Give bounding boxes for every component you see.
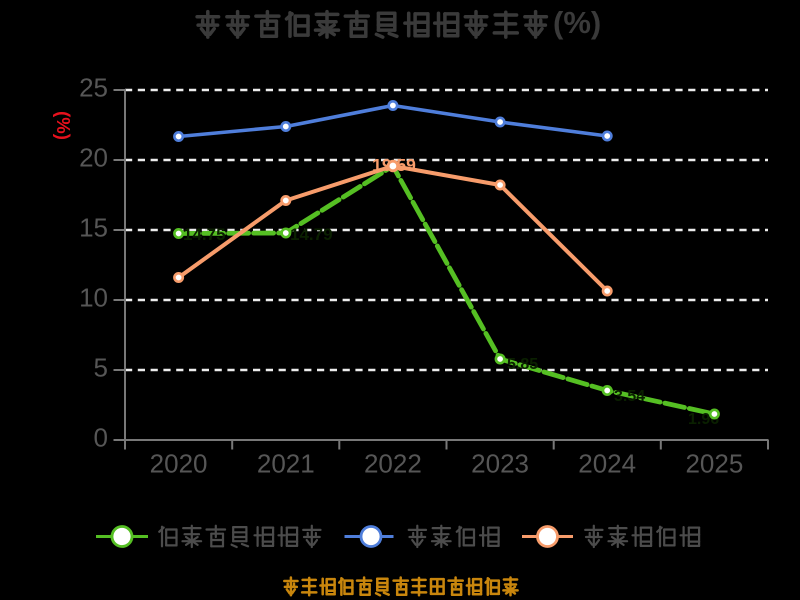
svg-text:20: 20 [79, 143, 108, 173]
svg-text:2020: 2020 [150, 449, 208, 479]
svg-text:25: 25 [79, 73, 108, 103]
svg-text:5.85: 5.85 [507, 356, 538, 373]
svg-text:10: 10 [79, 283, 108, 313]
svg-text:3.54: 3.54 [614, 388, 645, 405]
svg-text:14.75: 14.75 [183, 225, 226, 244]
svg-text:(%): (%) [553, 5, 601, 40]
svg-text:(%): (%) [53, 111, 74, 140]
svg-text:15: 15 [79, 213, 108, 243]
svg-text:14.79: 14.79 [290, 225, 333, 244]
svg-text:2024: 2024 [578, 449, 636, 479]
svg-text:2025: 2025 [685, 449, 743, 479]
svg-text:2021: 2021 [257, 449, 315, 479]
svg-text:5: 5 [94, 353, 108, 383]
svg-text:2023: 2023 [471, 449, 529, 479]
svg-text:2022: 2022 [364, 449, 422, 479]
svg-text:0: 0 [94, 423, 108, 453]
